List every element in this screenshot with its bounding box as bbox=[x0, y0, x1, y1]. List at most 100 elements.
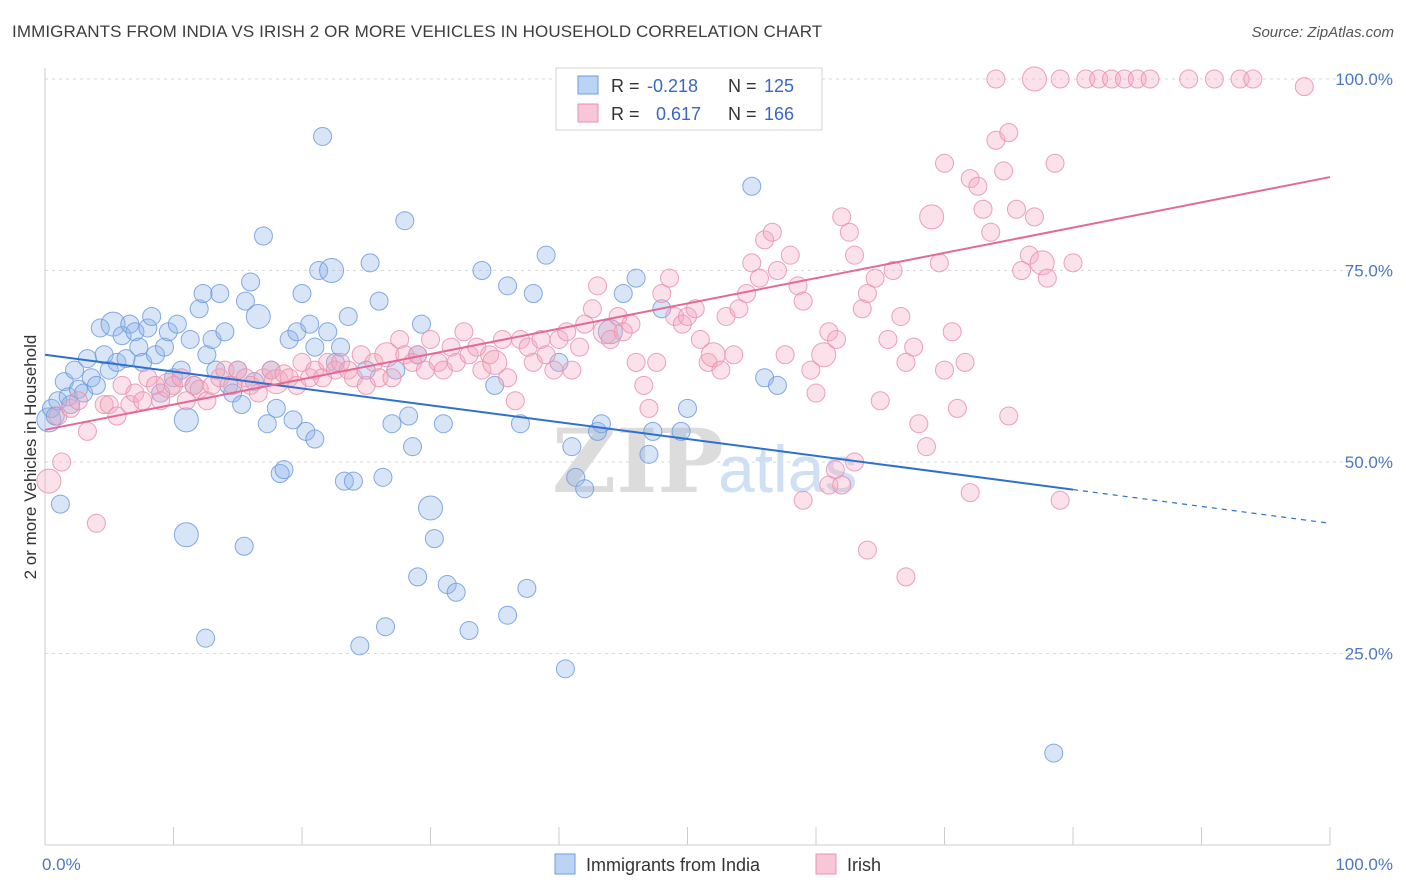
irish-point bbox=[994, 161, 1014, 181]
y-tick-label: 25.0% bbox=[1345, 645, 1393, 664]
india-point bbox=[626, 268, 646, 288]
india-point bbox=[36, 407, 62, 433]
india-point bbox=[523, 283, 543, 303]
irish-point bbox=[1021, 66, 1047, 92]
india-point bbox=[241, 272, 261, 292]
india-point bbox=[536, 245, 556, 265]
india-point bbox=[318, 322, 338, 342]
irish-point bbox=[755, 230, 775, 250]
india-point bbox=[193, 283, 213, 303]
irish-point bbox=[870, 391, 890, 411]
y-tick-label: 50.0% bbox=[1345, 453, 1393, 472]
irish-point bbox=[827, 329, 847, 349]
india-point bbox=[196, 628, 216, 648]
irish-trend-line bbox=[44, 176, 1331, 431]
irish-point bbox=[562, 360, 582, 380]
irish-point bbox=[588, 276, 608, 296]
watermark-atlas: atlas bbox=[718, 432, 857, 506]
india-point bbox=[189, 299, 209, 319]
irish-point bbox=[878, 329, 898, 349]
india-point bbox=[171, 360, 191, 380]
irish-point bbox=[896, 567, 916, 587]
irish-point bbox=[1140, 69, 1160, 89]
india-point bbox=[1044, 743, 1064, 763]
irish-point bbox=[960, 483, 980, 503]
irish-point bbox=[819, 322, 839, 342]
india-point bbox=[50, 494, 70, 514]
irish-point bbox=[52, 452, 72, 472]
irish-point bbox=[999, 123, 1019, 143]
india-point bbox=[498, 605, 518, 625]
india-point bbox=[138, 318, 158, 338]
india-point bbox=[86, 375, 106, 395]
india-point bbox=[671, 421, 691, 441]
irish-point bbox=[621, 314, 641, 334]
irish-point bbox=[570, 337, 590, 357]
irish-point bbox=[505, 391, 525, 411]
irish-point bbox=[711, 360, 731, 380]
india-point bbox=[65, 360, 85, 380]
watermark-zip: ZIP bbox=[552, 409, 724, 513]
india-point bbox=[517, 578, 537, 598]
y-axis-label: 2 or more Vehicles in Household bbox=[21, 335, 40, 580]
india-point bbox=[313, 126, 333, 146]
irish-point bbox=[955, 352, 975, 372]
india-point bbox=[399, 406, 419, 426]
india-point bbox=[639, 444, 659, 464]
irish-point bbox=[390, 329, 410, 349]
irish-point bbox=[482, 349, 508, 375]
irish-point bbox=[762, 222, 782, 242]
stats-swatch-india bbox=[577, 75, 599, 95]
watermark: ZIP atlas bbox=[552, 409, 857, 513]
india-point bbox=[319, 258, 345, 283]
irish-point bbox=[86, 513, 106, 533]
india-point bbox=[446, 582, 466, 602]
stats-box-frame bbox=[555, 67, 823, 131]
india-point bbox=[283, 410, 303, 430]
india-point bbox=[742, 176, 762, 196]
irish-point bbox=[832, 207, 852, 227]
india-point bbox=[678, 398, 697, 418]
india-point bbox=[210, 283, 230, 303]
india-point bbox=[591, 414, 611, 434]
irish-point bbox=[909, 414, 929, 434]
irish-point bbox=[775, 345, 795, 365]
india-point bbox=[369, 291, 389, 311]
irish-point bbox=[454, 322, 474, 342]
india-point bbox=[99, 360, 119, 380]
india-point bbox=[155, 337, 175, 357]
irish-point bbox=[749, 268, 769, 288]
india-point bbox=[350, 636, 370, 656]
india-point bbox=[562, 437, 582, 457]
india-point bbox=[331, 337, 351, 357]
india-point bbox=[376, 617, 396, 637]
irish-point bbox=[155, 372, 181, 398]
legend-label-india: Immigrants from India bbox=[586, 855, 761, 875]
irish-point bbox=[1063, 253, 1083, 273]
irish-point bbox=[767, 261, 787, 280]
india-point bbox=[68, 379, 88, 399]
irish-point bbox=[544, 360, 564, 380]
irish-point bbox=[981, 222, 1001, 242]
india-point bbox=[173, 407, 199, 433]
irish-point bbox=[1045, 153, 1065, 173]
india-point bbox=[266, 398, 286, 418]
irish-point bbox=[999, 406, 1019, 426]
irish-point bbox=[793, 291, 813, 311]
india-point bbox=[309, 261, 329, 280]
stats-r-value-irish: 0.617 bbox=[656, 104, 701, 124]
india-point bbox=[300, 314, 320, 334]
india-point bbox=[575, 479, 595, 499]
india-point bbox=[292, 283, 312, 303]
india-point bbox=[418, 495, 443, 521]
irish-point bbox=[780, 245, 800, 265]
chart-title: IMMIGRANTS FROM INDIA VS IRISH 2 OR MORE… bbox=[12, 22, 823, 41]
irish-point bbox=[690, 329, 710, 349]
irish-point bbox=[189, 379, 209, 399]
irish-point bbox=[801, 360, 821, 380]
legend-label-irish: Irish bbox=[847, 855, 881, 875]
x-tick-label-min: 0.0% bbox=[42, 855, 81, 874]
irish-point bbox=[164, 375, 183, 395]
irish-point bbox=[947, 398, 967, 418]
